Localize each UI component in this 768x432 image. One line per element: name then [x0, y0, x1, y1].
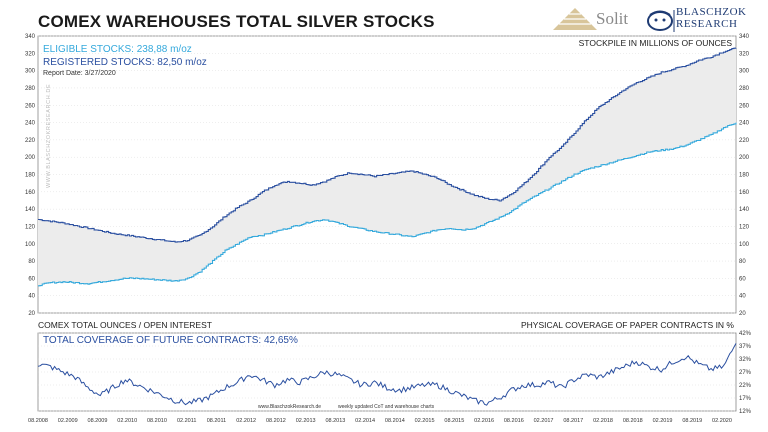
coverage-x-tick: 02.2012: [236, 418, 256, 424]
stocks-y-tick-right: 60: [739, 276, 746, 282]
coverage-y-tick: 22%: [739, 383, 752, 389]
stocks-y-tick-right: 300: [739, 69, 750, 75]
stocks-y-tick-right: 240: [739, 121, 750, 127]
legend-registered: REGISTERED STOCKS: 82,50 m/oz: [43, 57, 207, 68]
coverage-x-tick: 02.2011: [177, 418, 196, 424]
solit-pyramid-logo: [553, 8, 597, 30]
stocks-y-tick-left: 240: [25, 121, 36, 127]
stocks-y-tick-left: 20: [28, 311, 35, 317]
report-date: Report Date: 3/27/2020: [43, 70, 116, 77]
coverage-x-tick: 08.2008: [28, 418, 48, 424]
coverage-panel: COMEX TOTAL OUNCES / OPEN INTEREST PHYSI…: [28, 320, 752, 424]
stocks-fill-between: [38, 48, 736, 286]
stocks-y-tick-left: 300: [25, 69, 36, 75]
stocks-y-tick-right: 280: [739, 86, 750, 92]
stocks-y-ticks-left: 20 40 60 80 100 120 140 160 180 200 220 240 260 280 30…: [25, 34, 36, 317]
coverage-x-tick: 02.2016: [474, 418, 494, 424]
coverage-x-tick: 02.2013: [296, 418, 316, 424]
stocks-y-tick-right: 80: [739, 259, 746, 265]
coverage-x-tick: 08.2010: [147, 418, 167, 424]
coverage-left-title: COMEX TOTAL OUNCES / OPEN INTEREST: [38, 320, 212, 330]
stocks-y-tick-right: 20: [739, 311, 746, 317]
coverage-x-tick: 08.2012: [266, 418, 286, 424]
stocks-y-tick-right: 140: [739, 207, 750, 213]
stocks-y-tick-left: 140: [25, 207, 36, 213]
coverage-x-tick: 08.2014: [385, 418, 405, 424]
stocks-y-tick-right: 200: [739, 155, 750, 161]
footnote-website: www.BlaschzokResearch.de: [258, 404, 321, 410]
stocks-y-tick-left: 220: [25, 138, 36, 144]
coverage-x-tick: 02.2010: [117, 418, 137, 424]
stocks-y-tick-right: 180: [739, 173, 750, 179]
chart-title: COMEX WAREHOUSES TOTAL SILVER STOCKS: [38, 12, 435, 31]
stocks-y-tick-left: 100: [25, 242, 36, 248]
coverage-x-tick: 02.2009: [58, 418, 78, 424]
coverage-y-tick: 32%: [739, 357, 752, 363]
coverage-x-tick: 02.2020: [712, 418, 732, 424]
coverage-x-tick: 08.2016: [504, 418, 524, 424]
coverage-x-tick: 08.2015: [444, 418, 464, 424]
stocks-y-tick-left: 160: [25, 190, 36, 196]
coverage-x-tick: 08.2017: [563, 418, 583, 424]
legend-coverage: TOTAL COVERAGE OF FUTURE CONTRACTS: 42,6…: [43, 335, 298, 346]
stocks-y-ticks-right: 20 40 60 80 100 120 140 160 180 200 220 240 260 280 30…: [739, 34, 750, 317]
coverage-y-tick: 37%: [739, 344, 752, 350]
stocks-y-tick-left: 60: [28, 276, 35, 282]
stocks-panel: 20 40 60 80 100 120 140 160 180 200 220 240 260 280 30…: [25, 34, 750, 317]
coverage-x-tick: 08.2018: [623, 418, 643, 424]
coverage-x-tick: 08.2019: [682, 418, 702, 424]
coverage-x-tick: 02.2019: [653, 418, 673, 424]
coverage-y-ticks: 42% 37% 32% 27% 22% 17% 12%: [739, 331, 752, 415]
blaschzok-bull-logo: [647, 10, 675, 32]
blaschzok-logo-line2: RESEARCH: [676, 18, 738, 30]
coverage-gridlines: [38, 332, 736, 412]
stocks-y-tick-right: 320: [739, 51, 750, 57]
coverage-y-tick: 17%: [739, 396, 752, 402]
coverage-x-tick: 08.2013: [325, 418, 345, 424]
blaschzok-logo-line1: BLASCHZOK: [676, 6, 747, 18]
stocks-y-tick-right: 100: [739, 242, 750, 248]
stocks-y-tick-left: 40: [28, 294, 35, 300]
coverage-right-title: PHYSICAL COVERAGE OF PAPER CONTRACTS IN …: [521, 320, 734, 330]
registered-stocks-line: [38, 122, 737, 287]
stocks-y-tick-right: 160: [739, 190, 750, 196]
coverage-x-tick: 02.2018: [593, 418, 613, 424]
stocks-y-tick-right: 220: [739, 138, 750, 144]
coverage-y-tick: 12%: [739, 409, 752, 415]
stocks-y-tick-left: 280: [25, 86, 36, 92]
stocks-y-tick-right: 120: [739, 224, 750, 230]
stocks-y-tick-right: 340: [739, 34, 750, 40]
stocks-y-tick-left: 120: [25, 224, 36, 230]
coverage-y-tick: 42%: [739, 331, 752, 337]
footnote-description: weekly updated CoT and warehouse charts: [338, 404, 435, 410]
coverage-x-tick: 08.2011: [207, 418, 226, 424]
coverage-x-tick: 08.2009: [88, 418, 108, 424]
coverage-x-ticks: 08.2008 02.2009 08.2009 02.2010 08.2010 02.20…: [28, 418, 732, 424]
eligible-stocks-line: [38, 47, 737, 243]
legend-eligible: ELIGIBLE STOCKS: 238,88 m/oz: [43, 44, 192, 55]
watermark: WWW.BLASCHZOKRESEARCH.DE: [46, 84, 52, 188]
coverage-x-tick: 02.2014: [355, 418, 375, 424]
stocks-y-tick-right: 40: [739, 294, 746, 300]
stocks-y-tick-left: 320: [25, 51, 36, 57]
coverage-x-tick: 02.2015: [415, 418, 435, 424]
coverage-x-tick: 02.2017: [534, 418, 554, 424]
stocks-y-tick-left: 200: [25, 155, 36, 161]
coverage-line: [37, 343, 737, 406]
coverage-y-tick: 27%: [739, 370, 752, 376]
solit-logo-text: Solit: [596, 9, 629, 28]
stocks-y-tick-left: 340: [25, 34, 36, 40]
stocks-y-tick-left: 80: [28, 259, 35, 265]
stockpile-units-label: STOCKPILE IN MILLIONS OF OUNCES: [579, 38, 733, 48]
stocks-y-tick-left: 180: [25, 173, 36, 179]
stocks-y-tick-right: 260: [739, 103, 750, 109]
stocks-y-tick-left: 260: [25, 103, 36, 109]
